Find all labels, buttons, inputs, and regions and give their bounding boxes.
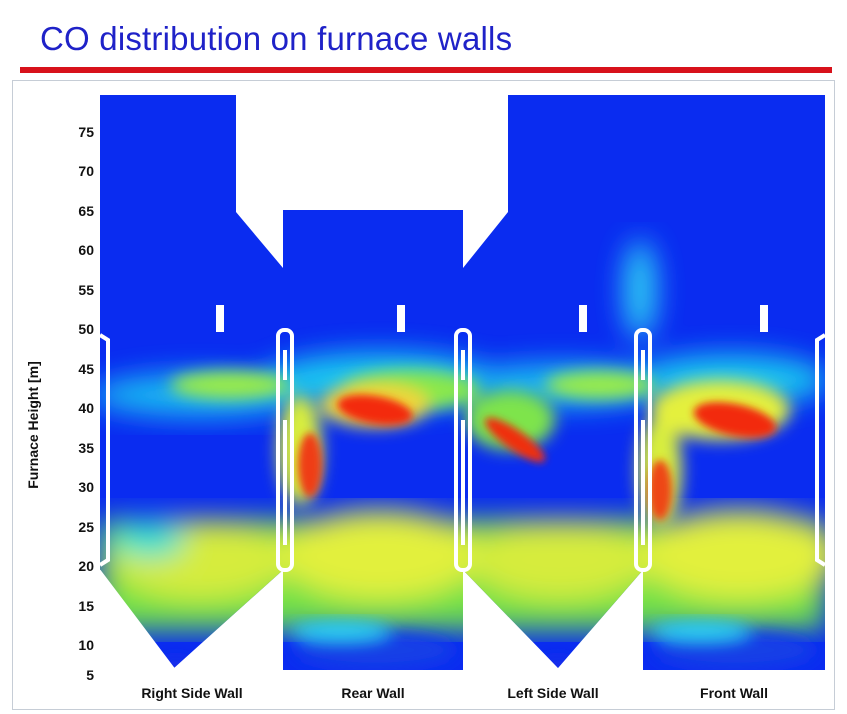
y-tick-label: 50 bbox=[78, 321, 94, 337]
y-tick-label: 65 bbox=[78, 203, 94, 219]
y-tick-label: 10 bbox=[78, 637, 94, 653]
wall-label-left-side: Left Side Wall bbox=[507, 685, 599, 701]
slide-title: CO distribution on furnace walls bbox=[40, 20, 513, 57]
wall-openings bbox=[216, 305, 768, 332]
y-tick-label: 20 bbox=[78, 558, 94, 574]
y-tick-label: 75 bbox=[78, 124, 94, 140]
y-tick-label: 45 bbox=[78, 361, 94, 377]
wall-label-front: Front Wall bbox=[700, 685, 768, 701]
y-tick-label: 70 bbox=[78, 163, 94, 179]
y-tick-label: 35 bbox=[78, 440, 94, 456]
y-tick-label: 55 bbox=[78, 282, 94, 298]
y-tick-label: 30 bbox=[78, 479, 94, 495]
wall-label-rear: Rear Wall bbox=[341, 685, 405, 701]
y-tick-label: 25 bbox=[78, 519, 94, 535]
y-tick-label: 15 bbox=[78, 598, 94, 614]
y-tick-label: 60 bbox=[78, 242, 94, 258]
title-underline bbox=[20, 67, 832, 73]
y-tick-label: 5 bbox=[86, 667, 94, 683]
wall-seam-markers bbox=[98, 328, 827, 572]
seam-slots bbox=[283, 350, 645, 545]
y-tick-label: 40 bbox=[78, 400, 94, 416]
y-axis-title: Furnace Height [m] bbox=[25, 361, 41, 489]
wall-label-right-side: Right Side Wall bbox=[141, 685, 243, 701]
